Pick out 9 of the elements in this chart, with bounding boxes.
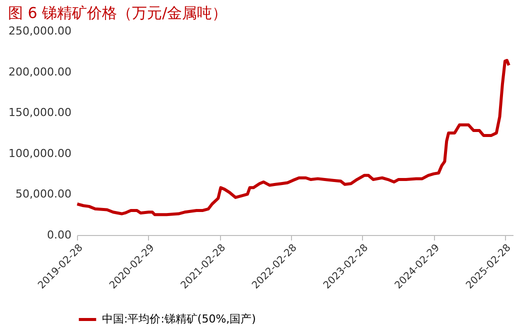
y-tick-label: 200,000.00 (8, 65, 72, 78)
chart-title: 图 6 锑精矿价格（万元/金属吨） (8, 4, 228, 22)
y-tick-label: 250,000.00 (8, 24, 72, 38)
y-tick-label: 150,000.00 (8, 106, 72, 120)
legend-label: 中国:平均价:锑精矿(50%,国产) (102, 312, 256, 326)
y-tick-label: 50,000.00 (16, 188, 72, 201)
line-series (76, 58, 510, 216)
y-tick-label: 100,000.00 (8, 146, 72, 160)
y-tick-label: 0.00 (47, 228, 72, 242)
